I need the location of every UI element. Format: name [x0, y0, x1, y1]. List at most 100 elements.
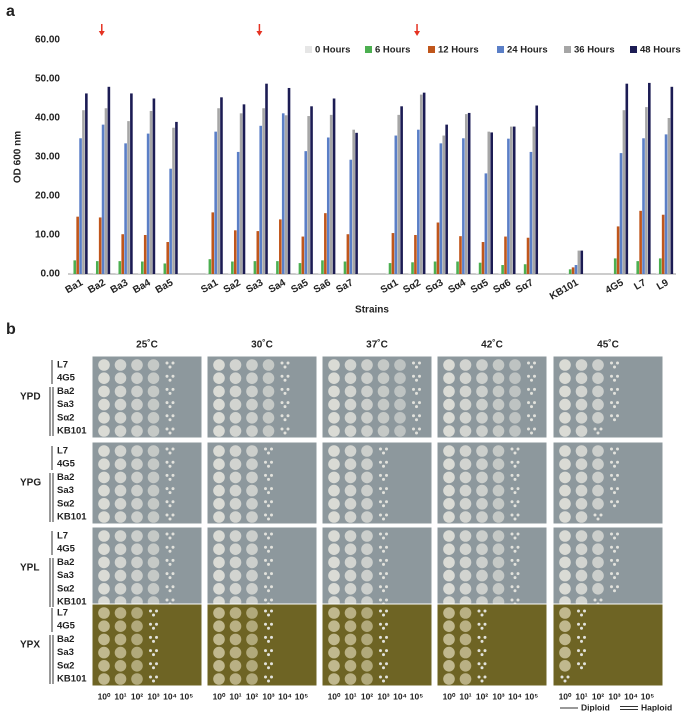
- bar: [85, 93, 88, 275]
- spot: [213, 385, 225, 398]
- strain-label: Sa3: [57, 647, 74, 658]
- strain-label: Sα2: [57, 498, 74, 509]
- spot: [459, 543, 472, 555]
- colony: [616, 473, 619, 477]
- bar: [346, 234, 350, 274]
- temperature-label: 25˚C: [136, 339, 158, 351]
- bar: [417, 129, 420, 274]
- bar: [175, 121, 178, 275]
- colony: [270, 598, 273, 602]
- spot: [459, 646, 472, 659]
- legend-label: Diploid: [581, 702, 610, 712]
- colony: [516, 500, 520, 504]
- spot: [131, 484, 143, 497]
- colony: [480, 626, 484, 630]
- colony: [379, 513, 382, 517]
- colony: [516, 532, 520, 536]
- colony: [533, 401, 536, 405]
- bar: [481, 242, 485, 274]
- colony: [171, 585, 175, 589]
- colony: [379, 598, 382, 602]
- spot: [559, 583, 571, 595]
- bar: [310, 106, 313, 274]
- spot: [344, 484, 357, 497]
- bar: [98, 217, 102, 274]
- spot: [114, 445, 127, 457]
- colony: [264, 513, 267, 517]
- colony: [379, 558, 382, 562]
- colony: [412, 401, 415, 405]
- colony: [527, 361, 530, 365]
- spot: [262, 412, 275, 424]
- spot: [213, 425, 225, 437]
- dilution-label: 10³: [147, 691, 159, 701]
- colony: [270, 460, 273, 464]
- colony: [382, 517, 385, 521]
- spot: [361, 385, 373, 398]
- colony: [382, 639, 385, 643]
- bar: [422, 92, 426, 275]
- spot: [592, 556, 604, 569]
- spot: [459, 471, 472, 484]
- spot: [575, 425, 588, 437]
- plate: [206, 526, 318, 610]
- spot: [328, 556, 340, 569]
- bar: [124, 143, 127, 274]
- colony: [171, 361, 175, 365]
- spot: [213, 646, 225, 659]
- spot: [98, 607, 110, 619]
- bar: [214, 131, 217, 274]
- colony: [264, 609, 267, 613]
- spot: [459, 620, 472, 632]
- colony: [385, 447, 388, 451]
- legend-swatch: [497, 46, 504, 53]
- colony: [379, 609, 382, 613]
- spot: [131, 530, 143, 542]
- bar: [236, 151, 240, 274]
- colony: [412, 374, 415, 378]
- spot: [246, 484, 258, 497]
- bar: [146, 133, 150, 274]
- colony: [149, 622, 152, 626]
- bar: [172, 127, 175, 274]
- colony: [533, 427, 536, 431]
- x-tick-label: Ba3: [109, 277, 131, 296]
- colony: [264, 675, 267, 679]
- panel-label: a: [6, 3, 15, 20]
- spot: [246, 372, 258, 385]
- bar: [93, 272, 96, 274]
- colony: [412, 361, 415, 365]
- colony: [382, 504, 385, 508]
- bar: [467, 112, 471, 275]
- colony: [480, 639, 484, 643]
- strain-label: Ba2: [57, 557, 74, 568]
- colony: [580, 666, 583, 670]
- colony: [379, 487, 382, 491]
- spot: [344, 646, 357, 659]
- x-tick-label: KB101: [548, 277, 581, 302]
- colony: [527, 414, 530, 418]
- colony: [610, 361, 613, 365]
- legend-label: 24 Hours: [507, 45, 548, 56]
- bar: [343, 261, 347, 274]
- colony: [168, 464, 172, 468]
- spot: [344, 385, 357, 398]
- spot: [344, 511, 357, 523]
- colony: [270, 500, 273, 504]
- spot: [361, 398, 373, 411]
- colony: [264, 635, 267, 639]
- colony: [283, 365, 287, 369]
- spot: [377, 398, 390, 411]
- spot: [592, 372, 604, 385]
- bar: [411, 262, 414, 274]
- colony: [171, 460, 175, 464]
- colony: [379, 635, 382, 639]
- spot: [592, 484, 604, 497]
- spot: [459, 398, 472, 411]
- bar: [355, 132, 358, 274]
- spot: [361, 359, 373, 371]
- colony: [513, 549, 517, 553]
- colony: [613, 589, 616, 593]
- strain-label: 4G5: [57, 373, 76, 384]
- spot: [575, 530, 588, 542]
